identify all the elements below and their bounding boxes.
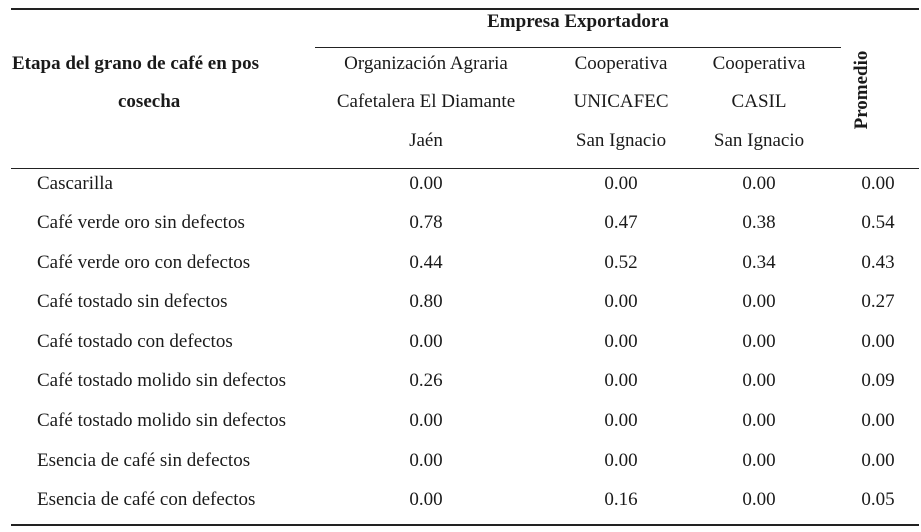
cell-casil: 0.34 [742, 252, 776, 273]
table-row: Café verde oro con defectos 0.44 0.52 0.… [0, 250, 921, 276]
cell-unicafec: 0.00 [604, 410, 638, 431]
row-label: Café tostado molido sin defectos [37, 370, 287, 391]
cell-casil: 0.00 [742, 370, 776, 391]
column-header-diamante-line-2: Cafetalera El Diamante [336, 91, 516, 112]
cell-diamante: 0.26 [409, 370, 443, 391]
cell-diamante: 0.44 [409, 252, 443, 273]
column-header-unicafec-line-1: Cooperativa [574, 53, 668, 74]
row-label: Cascarilla [37, 173, 113, 194]
cell-casil: 0.00 [742, 489, 776, 510]
cell-casil: 0.00 [742, 291, 776, 312]
row-label: Café tostado sin defectos [37, 291, 228, 312]
column-header-average: Promedio [851, 50, 872, 130]
table-row: Café tostado molido sin defectos 0.00 0.… [0, 408, 921, 434]
cell-average: 0.00 [861, 173, 895, 194]
cell-diamante: 0.00 [409, 489, 443, 510]
cell-unicafec: 0.16 [604, 489, 638, 510]
cell-casil: 0.00 [742, 450, 776, 471]
row-label: Café verde oro con defectos [37, 252, 251, 273]
row-label: Café tostado con defectos [37, 331, 233, 352]
cell-diamante: 0.00 [409, 331, 443, 352]
table-row: Café tostado con defectos 0.00 0.00 0.00… [0, 329, 921, 355]
cell-unicafec: 0.00 [604, 291, 638, 312]
table-row: Cascarilla 0.00 0.00 0.00 0.00 [0, 171, 921, 197]
cell-diamante: 0.00 [409, 450, 443, 471]
cell-casil: 0.38 [742, 212, 776, 233]
stage-header-line-1: Etapa del grano de café en pos [12, 53, 259, 74]
cell-diamante: 0.78 [409, 212, 443, 233]
row-label: Esencia de café con defectos [37, 489, 256, 510]
cell-unicafec: 0.00 [604, 173, 638, 194]
cell-unicafec: 0.00 [604, 331, 638, 352]
table-row: Café tostado sin defectos 0.80 0.00 0.00… [0, 289, 921, 315]
column-header-diamante-line-1: Organización Agraria [344, 53, 508, 74]
column-header-casil-line-2: CASIL [731, 91, 787, 112]
cell-average: 0.00 [861, 331, 895, 352]
bottom-rule [11, 524, 919, 526]
cell-unicafec: 0.00 [604, 450, 638, 471]
row-label: Café tostado molido sin defectos [37, 410, 287, 431]
column-header-unicafec-line-2: UNICAFEC [573, 91, 669, 112]
cell-diamante: 0.00 [409, 410, 443, 431]
cell-casil: 0.00 [742, 410, 776, 431]
group-header-exporting-company: Empresa Exportadora [487, 11, 669, 32]
table-row: Café verde oro sin defectos 0.78 0.47 0.… [0, 210, 921, 236]
cell-average: 0.09 [861, 370, 895, 391]
table-row: Esencia de café con defectos 0.00 0.16 0… [0, 487, 921, 513]
column-header-casil-line-3: San Ignacio [713, 130, 805, 151]
row-label: Café verde oro sin defectos [37, 212, 245, 233]
cell-average: 0.00 [861, 410, 895, 431]
table-row: Esencia de café sin defectos 0.00 0.00 0… [0, 448, 921, 474]
cell-casil: 0.00 [742, 173, 776, 194]
cell-casil: 0.00 [742, 331, 776, 352]
top-rule [11, 8, 919, 10]
stage-header-line-2: cosecha [118, 91, 181, 112]
table-row: Café tostado molido sin defectos 0.26 0.… [0, 368, 921, 394]
cell-diamante: 0.00 [409, 173, 443, 194]
column-header-unicafec-line-3: San Ignacio [575, 130, 667, 151]
group-header-rule [315, 47, 841, 48]
cell-unicafec: 0.47 [604, 212, 638, 233]
cell-unicafec: 0.00 [604, 370, 638, 391]
cell-diamante: 0.80 [409, 291, 443, 312]
cell-average: 0.43 [861, 252, 895, 273]
cell-average: 0.05 [861, 489, 895, 510]
header-bottom-rule [11, 168, 919, 169]
cell-average: 0.27 [861, 291, 895, 312]
cell-average: 0.54 [861, 212, 895, 233]
cell-average: 0.00 [861, 450, 895, 471]
column-header-diamante-line-3: Jaén [409, 130, 443, 151]
column-header-casil-line-1: Cooperativa [712, 53, 806, 74]
cell-unicafec: 0.52 [604, 252, 638, 273]
row-label: Esencia de café sin defectos [37, 450, 251, 471]
